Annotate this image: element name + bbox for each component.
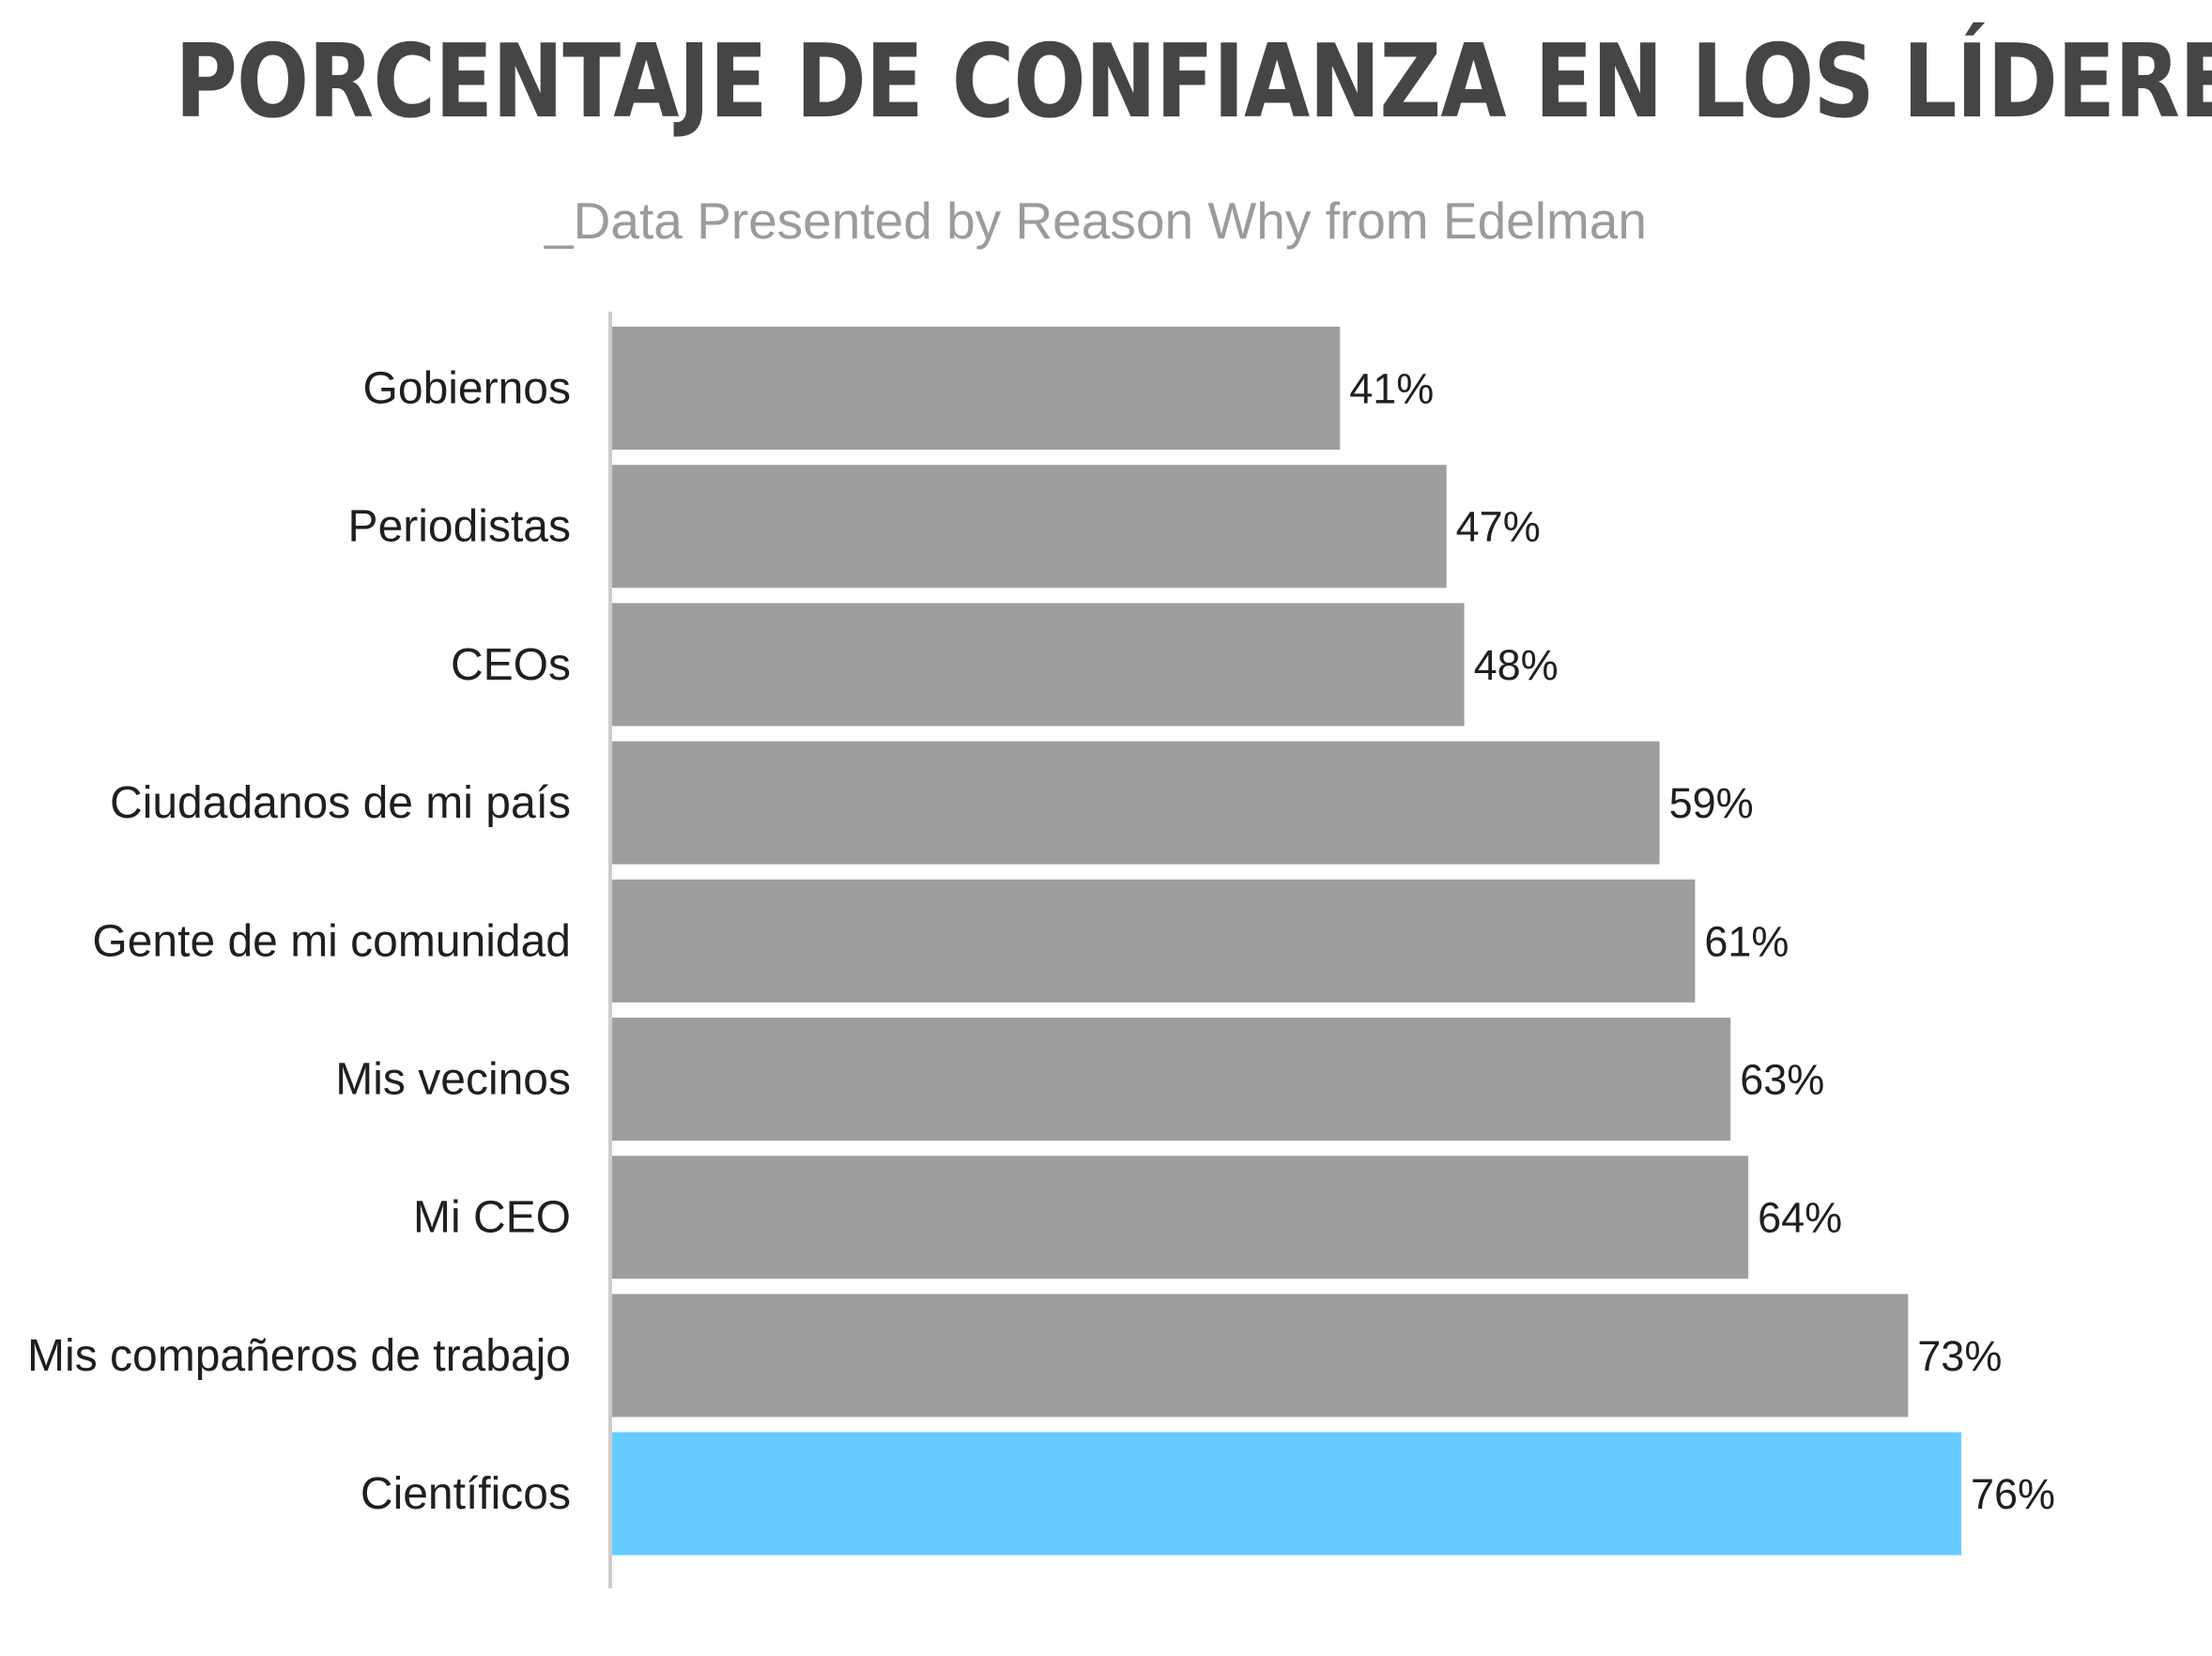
bars-group <box>612 327 1961 1556</box>
bar-mis-vecinos <box>612 1018 1731 1141</box>
value-label-mis-vecinos: 63% <box>1740 1056 1824 1104</box>
category-label-periodistas: Periodistas <box>348 502 571 552</box>
bar-gente-de-mi-comunidad <box>612 879 1696 1003</box>
bar-ceos <box>612 603 1465 727</box>
category-label-mis-vecinos: Mis vecinos <box>335 1055 571 1105</box>
bar-periodistas <box>612 465 1447 589</box>
category-label-mis-companeros-de-trabajo: Mis compañeros de trabajo <box>27 1331 571 1381</box>
bar-ciudadanos-de-mi-pais <box>612 741 1660 865</box>
category-labels: Gobiernos Periodistas CEOs Ciudadanos de mi… <box>27 364 571 1520</box>
bar-cientificos <box>612 1432 1961 1556</box>
value-label-ceos: 48% <box>1474 641 1559 689</box>
value-label-mi-ceo: 64% <box>1758 1194 1842 1242</box>
category-label-gobiernos: Gobiernos <box>363 364 571 414</box>
value-label-gente-de-mi-comunidad: 61% <box>1704 917 1789 965</box>
category-label-ceos: CEOs <box>451 640 571 690</box>
chart-subtitle: _Data Presented by Reason Why from Edelm… <box>545 192 1647 250</box>
value-labels: 41% 47% 48% 59% 61% 63% 64% 73% 76% <box>1349 365 2055 1519</box>
value-label-ciudadanos-de-mi-pais: 59% <box>1669 779 1754 827</box>
value-label-cientificos: 76% <box>1971 1470 2055 1518</box>
value-label-gobiernos: 41% <box>1349 365 1434 413</box>
category-label-cientificos: Científicos <box>361 1469 571 1519</box>
chart-title: PORCENTAJE DE CONFIANZA EN LOS LÍDERES <box>175 23 2212 141</box>
bar-gobiernos <box>612 327 1341 450</box>
bar-mi-ceo <box>612 1156 1749 1280</box>
bar-mis-companeros-de-trabajo <box>612 1294 1909 1418</box>
category-label-ciudadanos-de-mi-pais: Ciudadanos de mi país <box>110 778 571 828</box>
value-label-mis-companeros-de-trabajo: 73% <box>1917 1332 2002 1380</box>
value-label-periodistas: 47% <box>1456 503 1541 551</box>
category-label-gente-de-mi-comunidad: Gente de mi comunidad <box>92 916 571 966</box>
category-label-mi-ceo: Mi CEO <box>413 1193 571 1243</box>
